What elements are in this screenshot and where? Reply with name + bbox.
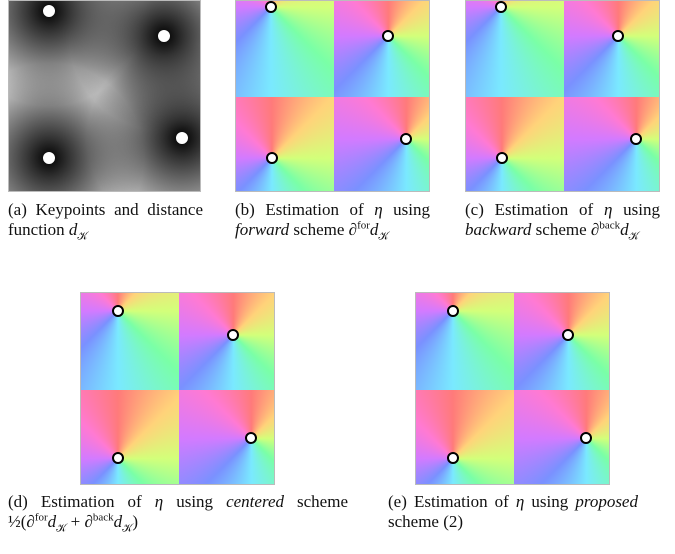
orientation-region [563, 1, 659, 97]
keypoint [245, 432, 257, 444]
caption-text: backward [465, 220, 532, 239]
keypoint [112, 452, 124, 464]
keypoint [496, 152, 508, 164]
caption-text: d [113, 512, 123, 531]
caption-text: η [603, 200, 613, 219]
keypoint [400, 133, 412, 145]
caption-text: scheme (2) [388, 512, 464, 531]
caption: (a) Keypoints and distance function d𝒦 [8, 200, 203, 243]
caption-text: 𝒦 [56, 522, 67, 535]
caption-text: (e) Estimation of [388, 492, 516, 511]
subfigure-image [80, 292, 275, 485]
orientation-region [236, 97, 334, 191]
caption: (b) Estimation of η using forward scheme… [235, 200, 430, 243]
orientation-region [563, 97, 659, 191]
keypoint [495, 1, 507, 13]
caption-text: (c) Estimation of [465, 200, 604, 219]
keypoint [265, 1, 277, 13]
subfigure-image [415, 292, 610, 485]
caption: (d) Estimation of η using centered schem… [8, 492, 348, 535]
caption-text: 𝒦 [628, 230, 639, 243]
caption-text: proposed [575, 492, 638, 511]
caption-text: for [357, 219, 370, 232]
orientation-region [178, 389, 274, 484]
caption-text: 𝒦 [378, 230, 389, 243]
caption-text: d [47, 512, 57, 531]
orientation-region [333, 1, 429, 97]
orientation-region [466, 97, 564, 191]
subfigure-image [235, 0, 430, 192]
orientation-region [513, 389, 609, 484]
caption-text: for [34, 511, 48, 524]
caption: (e) Estimation of η using proposed schem… [388, 492, 638, 532]
keypoint [227, 329, 239, 341]
caption-text: scheme ∂ [289, 220, 358, 239]
caption-text: forward [235, 220, 290, 239]
subfigure-image [8, 0, 201, 192]
keypoint [43, 5, 55, 17]
orientation-region [466, 1, 564, 97]
orientation-region [333, 97, 429, 191]
keypoint [43, 152, 55, 164]
orientation-region [513, 293, 609, 390]
keypoint [382, 30, 394, 42]
orientation-region [236, 1, 334, 97]
caption-text: back [599, 219, 621, 232]
caption-text: (b) Estimation of [235, 200, 375, 219]
subfigure-image [465, 0, 660, 192]
caption-text: back [92, 511, 114, 524]
caption-text: 𝒦 [122, 522, 133, 535]
caption-text: η [515, 492, 525, 511]
caption-text: ) [132, 512, 139, 531]
caption-text: d [68, 220, 78, 239]
caption-text: (d) Estimation of [8, 492, 155, 511]
orientation-region [416, 293, 514, 390]
caption-text: centered [226, 492, 284, 511]
caption-text: + ∂ [66, 512, 93, 531]
caption-text: d [369, 220, 379, 239]
caption-text: using [612, 200, 660, 219]
keypoint [266, 152, 278, 164]
caption-text: η [374, 200, 383, 219]
orientation-region [178, 293, 274, 390]
keypoint [447, 305, 459, 317]
keypoint [562, 329, 574, 341]
caption-text: using [524, 492, 576, 511]
caption-text: using [163, 492, 227, 511]
caption-text: d [620, 220, 629, 239]
keypoint [447, 452, 459, 464]
caption-text: scheme ½(∂ [8, 492, 348, 531]
keypoint [630, 133, 642, 145]
caption-text: scheme ∂ [531, 220, 600, 239]
orientation-region [81, 389, 179, 484]
keypoint [580, 432, 592, 444]
keypoint [158, 30, 170, 42]
keypoint [612, 30, 624, 42]
caption-text: η [154, 492, 164, 511]
orientation-region [81, 293, 179, 390]
caption-text: using [382, 200, 430, 219]
keypoint [176, 132, 188, 144]
orientation-region [416, 389, 514, 484]
caption: (c) Estimation of η using backward schem… [465, 200, 660, 243]
caption-text: (a) Keypoints and distance function [8, 200, 203, 239]
keypoint [112, 305, 124, 317]
caption-text: 𝒦 [77, 230, 88, 243]
